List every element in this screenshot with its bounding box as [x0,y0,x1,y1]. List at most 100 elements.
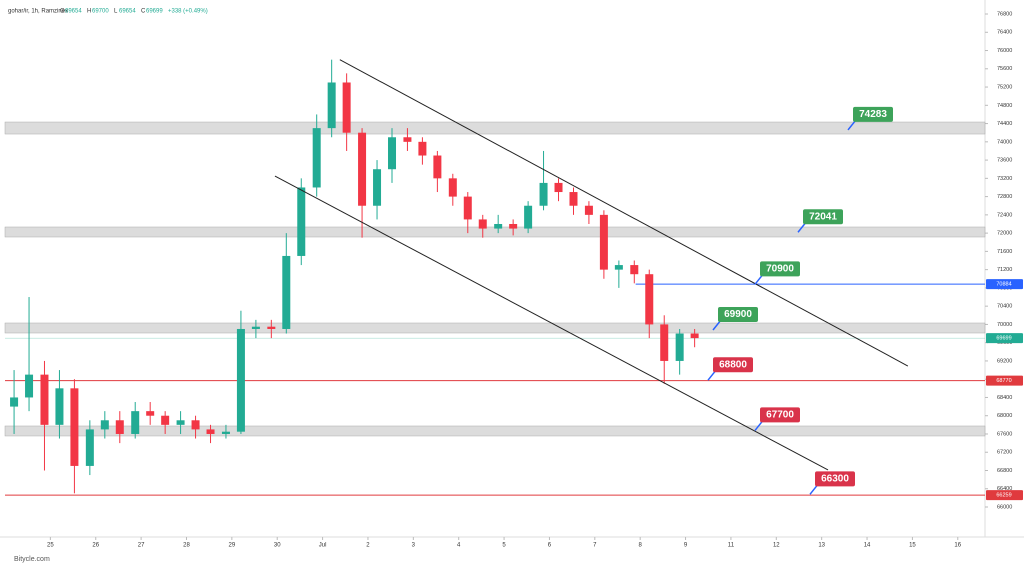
x-tick-label: 25 [47,543,54,549]
x-tick-label: 29 [229,543,236,549]
x-tick-label: 28 [183,543,190,549]
zone [4,425,986,437]
callout-box [803,209,843,225]
x-tick-label: 3 [412,543,416,549]
y-tick-label: 69200 [997,358,1012,364]
x-tick-label: 2 [366,543,370,549]
candle-body [388,137,397,170]
callout-box [853,106,893,122]
price-tag [986,375,1023,386]
candle-body [675,333,684,361]
candle-body [221,431,230,434]
y-tick-label: 76800 [997,11,1012,17]
y-tick-label: 76000 [997,48,1012,54]
callout-box [760,407,800,423]
callout-label: 74283 [859,109,887,120]
x-tick-label: 13 [818,543,825,549]
footer: Bitycle.com [14,556,50,563]
price-tag [986,490,1023,501]
y-tick-label: 71600 [997,249,1012,255]
y-tick-label: 71200 [997,267,1012,273]
callout-box [760,261,800,277]
y-tick-label: 72000 [997,231,1012,237]
candle-body [509,223,518,229]
candle-body [630,265,639,275]
candle-body [131,411,140,434]
candle-body [312,128,321,188]
x-tick-label: 27 [138,543,145,549]
x-tick-label: Jul [319,543,327,549]
x-tick-label: 15 [909,543,916,549]
candle-body [569,192,578,206]
ohlc-label: O [60,9,65,15]
candle-body [25,374,34,398]
candle-body [191,420,200,430]
y-tick-label: 68400 [997,395,1012,401]
y-tick-label: 67200 [997,450,1012,456]
ohlc-label: H [87,9,91,15]
candle-body [327,82,336,129]
ohlc-value: 69654 [65,9,82,15]
candle-body [55,388,64,425]
y-tick-label: 70400 [997,304,1012,310]
y-tick-label: 75600 [997,66,1012,72]
y-tick-label: 74800 [997,103,1012,109]
candle-body [251,326,260,329]
x-tick-label: 9 [684,543,688,549]
zone [4,322,986,334]
candle-body [494,223,503,229]
candle-body [100,420,109,430]
candle-body [660,324,669,361]
candle-body [403,137,412,142]
y-tick-label: 72800 [997,194,1012,200]
candle-body [614,265,623,270]
y-tick-label: 74000 [997,139,1012,145]
y-tick-label: 73200 [997,176,1012,182]
candle-body [599,214,608,270]
candle-body [267,326,276,329]
candle-body [297,187,306,256]
candle-body [433,155,442,179]
price-tag [986,333,1023,344]
price-tag-label: 68770 [996,378,1011,384]
callout-label: 69900 [724,309,752,320]
candle-body [10,397,19,407]
candle-body [176,420,185,425]
candle-body [40,374,49,425]
candle-body [206,429,215,434]
candle-body [85,429,94,466]
y-tick-label: 75200 [997,85,1012,91]
candle-body [373,169,382,206]
y-tick-label: 68000 [997,413,1012,419]
price-tag-label: 66259 [996,493,1011,499]
ohlc-label: C [141,9,146,15]
candle-body [115,420,124,434]
callout-label: 72041 [809,211,837,222]
ohlc-value: 69699 [146,9,163,15]
callout-label: 70900 [766,263,794,274]
candle-body [478,219,487,229]
candle-body [645,274,654,325]
candle-body [70,388,79,466]
candle-body [418,141,427,156]
change: +338 (+0.49%) [168,9,208,15]
y-tick-label: 66800 [997,468,1012,474]
x-tick-label: 6 [548,543,552,549]
x-tick-label: 7 [593,543,597,549]
ohlc-label: L [114,9,118,15]
candle-body [539,182,548,206]
candle-body [554,182,563,193]
y-tick-label: 76400 [997,30,1012,36]
callout-box [718,306,758,322]
x-tick-label: 16 [954,543,961,549]
x-tick-label: 30 [274,543,281,549]
candle-body [690,333,699,339]
y-tick-label: 67600 [997,431,1012,437]
callout-label: 68800 [719,359,747,370]
x-tick-label: 8 [639,543,643,549]
candle-body [524,205,533,229]
y-tick-label: 70000 [997,322,1012,328]
callout-label: 66300 [821,473,849,484]
